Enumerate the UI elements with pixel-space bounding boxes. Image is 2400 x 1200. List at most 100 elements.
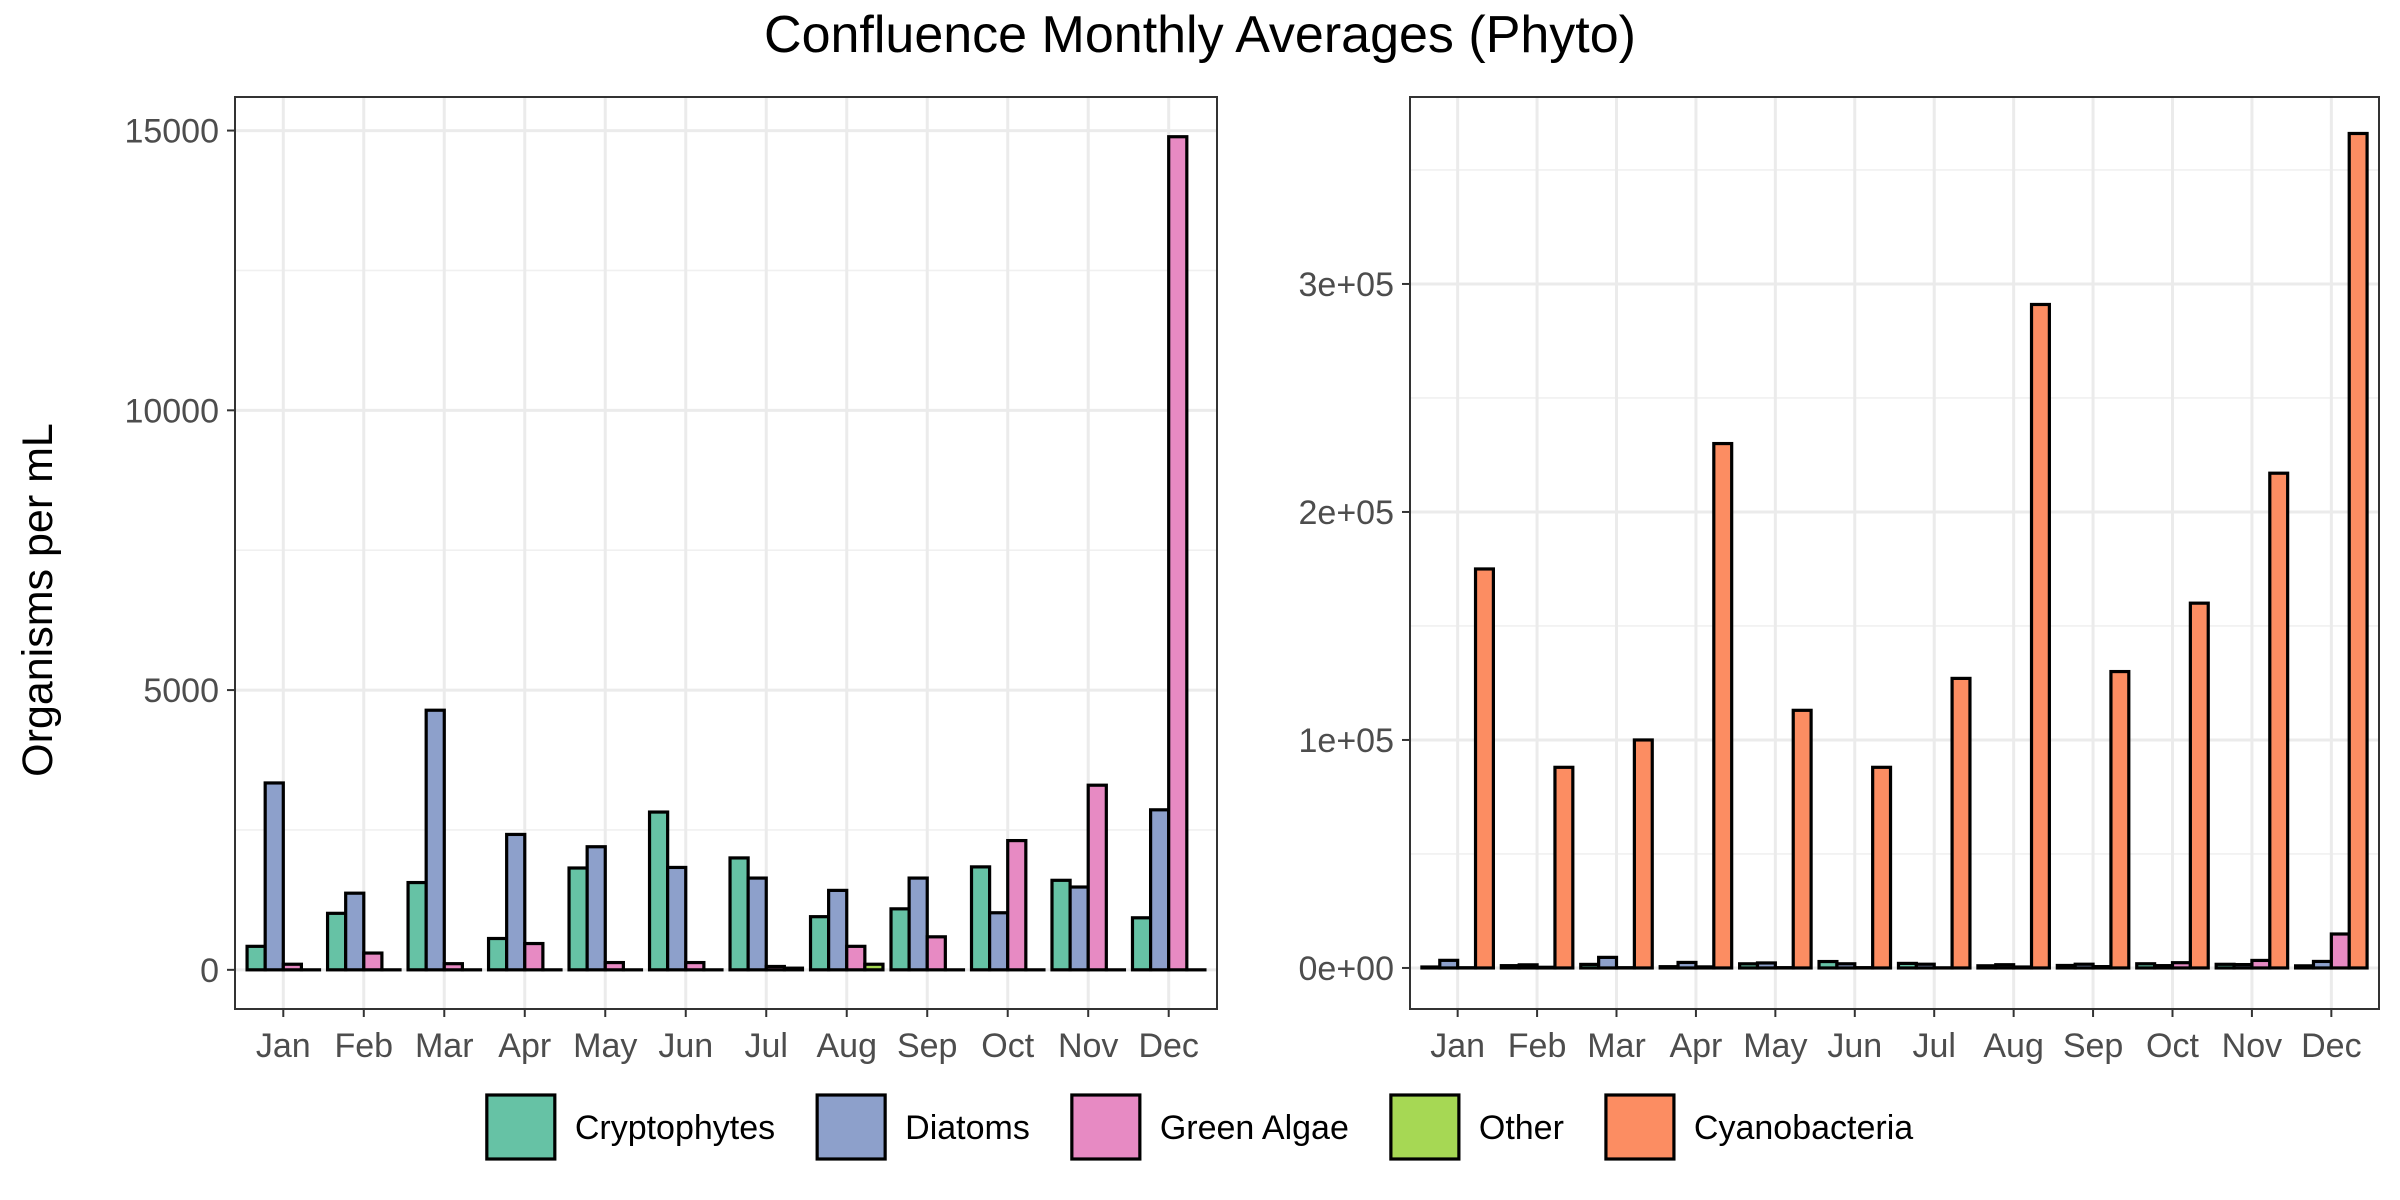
y-tick-label: 15000 (124, 113, 219, 151)
bar-diatoms-feb (344, 891, 366, 972)
bar-green-algae-aug (2012, 965, 2034, 970)
bar-green-algae-apr (1694, 965, 1716, 970)
x-tick-label-nov: Nov (2222, 1027, 2282, 1065)
panel-border (234, 96, 1218, 1010)
x-tick-label-oct: Oct (981, 1027, 1034, 1065)
bar-cyanobacteria-nov (2268, 471, 2290, 970)
bar-green-algae-aug (845, 944, 867, 972)
x-tick-label-sep: Sep (2063, 1027, 2124, 1065)
bar-green-algae-may (603, 960, 625, 972)
bar-cyanobacteria-oct (2188, 601, 2210, 970)
x-tick-label-oct: Oct (2146, 1027, 2199, 1065)
x-tick-label-dec: Dec (2301, 1027, 2361, 1065)
bar-green-algae-sep (925, 935, 947, 972)
bar-green-algae-sep (2091, 965, 2113, 970)
bar-diatoms-apr (505, 832, 527, 972)
legend: Cryptophytes Diatoms Green Algae Other Cyano… (485, 1093, 1913, 1161)
bar-cryptophytes-may (567, 866, 589, 972)
bar-diatoms-aug (827, 888, 849, 972)
plot-background (235, 97, 1217, 1009)
x-tick-label-feb: Feb (1508, 1027, 1567, 1065)
bar-cryptophytes-aug (808, 915, 831, 972)
bar-cryptophytes-apr (486, 936, 509, 972)
bar-diatoms-sep (2073, 962, 2095, 970)
bar-cryptophytes-aug (1976, 964, 1998, 970)
bar-cryptophytes-dec (2294, 964, 2316, 970)
left-chart-panel: 0 5000 10000 15000 Jan Feb Mar Apr May Jun Jul Aug S… (124, 96, 1218, 1065)
x-tick-label-jun: Jun (1827, 1027, 1882, 1065)
bar-cyanobacteria-jan (1473, 567, 1495, 970)
legend-key-other (1389, 1093, 1461, 1161)
legend-label-green-algae: Green Algae (1160, 1109, 1349, 1147)
bar-diatoms-aug (1994, 963, 2016, 970)
legend-label-cyanobacteria: Cyanobacteria (1694, 1109, 1913, 1147)
bar-green-algae-oct (1006, 838, 1028, 972)
y-tick-label: 1e+05 (1299, 722, 1395, 760)
bar-diatoms-jan (263, 781, 285, 972)
bar-green-algae-feb (1535, 965, 1557, 970)
bar-diatoms-jun (666, 865, 688, 972)
bar-cyanobacteria-jun (1871, 765, 1893, 970)
bar-cryptophytes-nov (2214, 962, 2236, 970)
legend-label-diatoms: Diatoms (905, 1109, 1030, 1147)
bar-cryptophytes-jul (1896, 961, 1918, 970)
bar-diatoms-nov (1068, 885, 1090, 972)
bar-diatoms-jun (1835, 962, 1857, 970)
legend-key-green-algae (1070, 1093, 1142, 1161)
bar-cryptophytes-mar (406, 880, 428, 972)
bar-cryptophytes-sep (2055, 963, 2077, 970)
x-tick-label-aug: Aug (816, 1027, 877, 1065)
bar-cryptophytes-jan (245, 944, 267, 972)
bar-green-algae-apr (523, 941, 545, 972)
bar-other-aug (863, 962, 885, 972)
bar-cryptophytes-oct (2135, 962, 2157, 970)
bar-diatoms-nov (2232, 962, 2254, 970)
legend-key-cryptophytes (485, 1093, 557, 1161)
y-tick-label: 10000 (124, 392, 219, 430)
bar-cryptophytes-mar (1579, 962, 1601, 970)
bar-green-algae-dec (2329, 932, 2351, 970)
x-tick-label-mar: Mar (1587, 1027, 1646, 1065)
bar-cryptophytes-may (1738, 962, 1760, 970)
bar-green-algae-mar (442, 962, 464, 972)
bar-cryptophytes-jan (1420, 965, 1442, 970)
bar-green-algae-jun (684, 960, 706, 972)
y-axis-label: Organisms per mL (14, 423, 62, 777)
bar-cyanobacteria-apr (1712, 441, 1734, 970)
bar-green-algae-jan (281, 962, 304, 972)
bar-green-algae-dec (1167, 135, 1189, 972)
bar-green-algae-oct (2170, 961, 2192, 970)
bar-cryptophytes-apr (1658, 965, 1680, 970)
bar-diatoms-dec (1148, 808, 1171, 972)
y-tick-label: 5000 (143, 672, 219, 710)
legend-key-cyanobacteria (1604, 1093, 1676, 1161)
x-tick-label-aug: Aug (1983, 1027, 2044, 1065)
bar-cryptophytes-feb (1499, 964, 1521, 970)
x-tick-label-may: May (573, 1027, 637, 1065)
bar-cyanobacteria-mar (1632, 738, 1654, 970)
x-tick-label-feb: Feb (334, 1027, 393, 1065)
bar-diatoms-jul (746, 876, 768, 972)
bar-diatoms-mar (1597, 955, 1619, 970)
bar-cyanobacteria-aug (2029, 302, 2051, 970)
bar-diatoms-may (585, 845, 607, 972)
bar-green-algae-nov (1086, 783, 1108, 972)
bar-diatoms-jul (1914, 962, 1936, 970)
x-tick-label-apr: Apr (1669, 1027, 1722, 1065)
right-chart-panel: 0e+00 1e+05 2e+05 3e+05 Jan Feb Mar Apr May Jun Ju… (1299, 96, 2380, 1065)
bar-cryptophytes-jun (1817, 959, 1839, 970)
bar-cyanobacteria-may (1791, 708, 1813, 970)
bar-diatoms-may (1755, 961, 1777, 970)
bar-cryptophytes-nov (1050, 878, 1072, 972)
bar-diatoms-mar (424, 708, 446, 972)
bar-cryptophytes-dec (1130, 916, 1153, 972)
legend-label-cryptophytes: Cryptophytes (575, 1109, 775, 1147)
bar-green-algae-jul (764, 964, 786, 972)
bar-cyanobacteria-jul (1950, 676, 1972, 970)
bar-green-algae-nov (2250, 958, 2272, 970)
bar-cyanobacteria-feb (1553, 765, 1575, 970)
bar-diatoms-sep (907, 876, 929, 972)
x-tick-label-apr: Apr (498, 1027, 551, 1065)
bar-diatoms-feb (1517, 963, 1539, 970)
